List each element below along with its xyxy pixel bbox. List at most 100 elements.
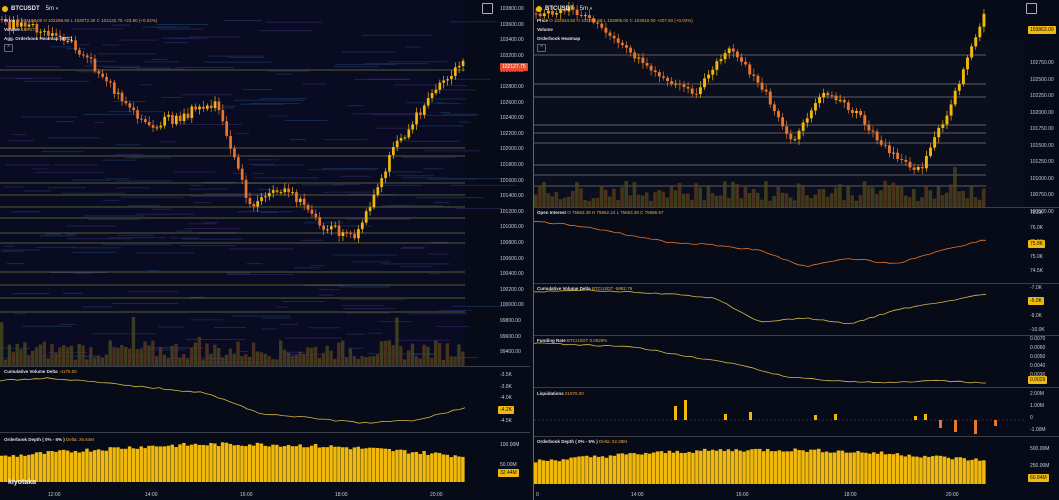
volume-bar [813, 194, 818, 207]
right-chart-pane[interactable]: BTCUSDT 5m ▾ Price O 102834.50 H 103283.… [533, 0, 1059, 500]
heatmap-cell [381, 263, 450, 265]
logo: kiyotaka [8, 479, 37, 486]
volume-bar [587, 200, 592, 207]
depth-bar [651, 452, 656, 484]
oi-tag: 75.8K [1028, 240, 1046, 248]
candle [407, 129, 411, 138]
divider[interactable] [534, 387, 1059, 388]
depth-bar [182, 442, 186, 482]
depth-bar [34, 452, 39, 482]
axis-tick: -4.5K [500, 418, 512, 424]
divider[interactable] [0, 432, 530, 433]
left-chart-pane[interactable]: BTCUSDT 5m ▾ Price O 102168.00 H 102286.… [0, 0, 530, 500]
right-interval-selector[interactable]: 5m ▾ [580, 6, 593, 12]
axis-tick: 100400.00 [500, 271, 524, 278]
heatmap-cell [23, 190, 51, 192]
heatmap-cell [39, 235, 74, 237]
depth-bar [534, 462, 538, 484]
depth-bar [738, 450, 742, 484]
volume-bar [54, 352, 58, 366]
heatmap-cell [260, 98, 307, 100]
heatmap-cell [397, 175, 434, 177]
heatmap-cell [375, 127, 414, 129]
left-interval-selector[interactable]: 5m ▾ [46, 6, 59, 12]
volume-bar [973, 197, 978, 207]
depth-bar [919, 457, 923, 484]
volume-bar [58, 347, 62, 366]
depth-bar [565, 459, 569, 484]
depth-bar [946, 457, 951, 484]
volume-bar [899, 186, 904, 207]
heatmap-cell [301, 184, 343, 186]
candle [70, 40, 74, 42]
depth-bar [418, 453, 422, 482]
candle [711, 69, 715, 75]
candle [43, 30, 46, 32]
volume-bar [821, 188, 826, 207]
heatmap-cell [276, 306, 289, 308]
depth-bar [23, 455, 27, 482]
candle [74, 40, 77, 51]
depth-bar [379, 448, 384, 482]
candle [341, 232, 345, 236]
heatmap-cell [261, 317, 290, 319]
heatmap-cell [180, 245, 236, 247]
heatmap-cell [401, 266, 433, 268]
divider[interactable] [0, 366, 530, 367]
volume-bar [62, 345, 66, 366]
heatmap-cell [252, 172, 264, 174]
heatmap-cell [370, 114, 430, 116]
time-tick: 16:00 [240, 492, 253, 498]
axis-tick: 102000.00 [500, 146, 524, 153]
axis-tick: 102750.00 [1030, 60, 1054, 66]
depth-bar [209, 443, 213, 482]
candle [674, 83, 678, 85]
left-symbol-selector[interactable]: BTCUSDT [2, 5, 40, 12]
axis-tick: 0.0060 [1030, 345, 1046, 351]
volume-bar [461, 351, 465, 366]
depth-bar [124, 448, 128, 482]
volume-bar [201, 359, 205, 366]
depth-bar [27, 454, 31, 482]
divider[interactable] [534, 283, 1059, 284]
volume-bar [430, 357, 434, 366]
heatmap-cell [261, 328, 277, 330]
heatmap-cell [1, 250, 24, 252]
depth-bar [321, 447, 326, 482]
divider[interactable] [534, 335, 1059, 336]
divider[interactable] [534, 436, 1059, 437]
depth-bar [391, 451, 395, 482]
volume-bar [23, 342, 27, 366]
candle [929, 147, 932, 156]
depth-bar [868, 453, 872, 484]
candle [236, 157, 240, 169]
depth-bar [62, 449, 66, 482]
expand-icon[interactable] [482, 3, 493, 14]
candle [143, 119, 147, 123]
expand-icon[interactable] [1026, 3, 1037, 14]
heatmap-cell [432, 241, 448, 243]
depth-bar [135, 448, 140, 482]
depth-bar [938, 455, 943, 484]
heatmap-cell [8, 140, 34, 142]
depth-bar [104, 450, 109, 482]
collapse-icon[interactable]: ^ [4, 44, 13, 52]
depth-bar [730, 451, 735, 484]
heatmap-cell [83, 65, 141, 67]
volume-bar [282, 349, 287, 366]
volume-bar [344, 356, 349, 366]
heatmap-cell [226, 274, 294, 276]
axis-tick: 99600.00 [500, 333, 521, 340]
depth-bar [915, 456, 919, 484]
volume-bar [364, 357, 368, 366]
collapse-icon[interactable]: ^ [537, 44, 546, 52]
heatmap-cell [450, 184, 516, 186]
volume-bar [673, 190, 678, 207]
right-symbol-selector[interactable]: BTCUSDT [536, 5, 574, 12]
axis-tick: -3.5K [500, 372, 512, 378]
volume-bar [936, 186, 941, 207]
volume-bar [69, 345, 74, 366]
depth-bar [356, 446, 360, 482]
divider[interactable] [534, 207, 1059, 208]
volume-bar [104, 354, 108, 366]
